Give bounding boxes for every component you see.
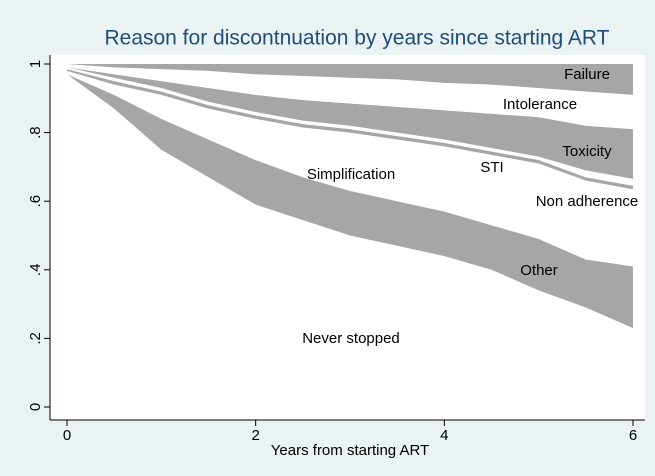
y-tick-label: .4 xyxy=(27,264,44,277)
area xyxy=(67,64,633,95)
area xyxy=(67,67,633,186)
x-tick-label: 4 xyxy=(440,427,448,444)
area xyxy=(67,74,633,407)
y-tick-label: .6 xyxy=(27,195,44,208)
x-tick-label: 2 xyxy=(251,427,259,444)
x-tick-label: 6 xyxy=(629,427,637,444)
area xyxy=(67,64,633,130)
y-tick-label: 0 xyxy=(27,403,44,411)
series-label: Toxicity xyxy=(562,143,612,160)
series-label: STI xyxy=(480,159,503,176)
series-label: Failure xyxy=(564,66,610,83)
series-label: Non adherence xyxy=(536,193,639,210)
y-tick-label: .8 xyxy=(27,126,44,139)
x-tick-label: 0 xyxy=(63,427,71,444)
area xyxy=(67,74,633,329)
x-axis-label: Years from starting ART xyxy=(271,442,429,459)
y-tick-label: 1 xyxy=(27,60,44,68)
series-label: Simplification xyxy=(307,166,395,183)
series-label: Other xyxy=(520,262,558,279)
series-label: Never stopped xyxy=(302,330,400,347)
y-tick-label: .2 xyxy=(27,332,44,345)
series-label: Intolerance xyxy=(503,96,577,113)
area xyxy=(67,70,633,267)
chart-title: Reason for discontnuation by years since… xyxy=(104,27,609,50)
area xyxy=(67,67,633,179)
